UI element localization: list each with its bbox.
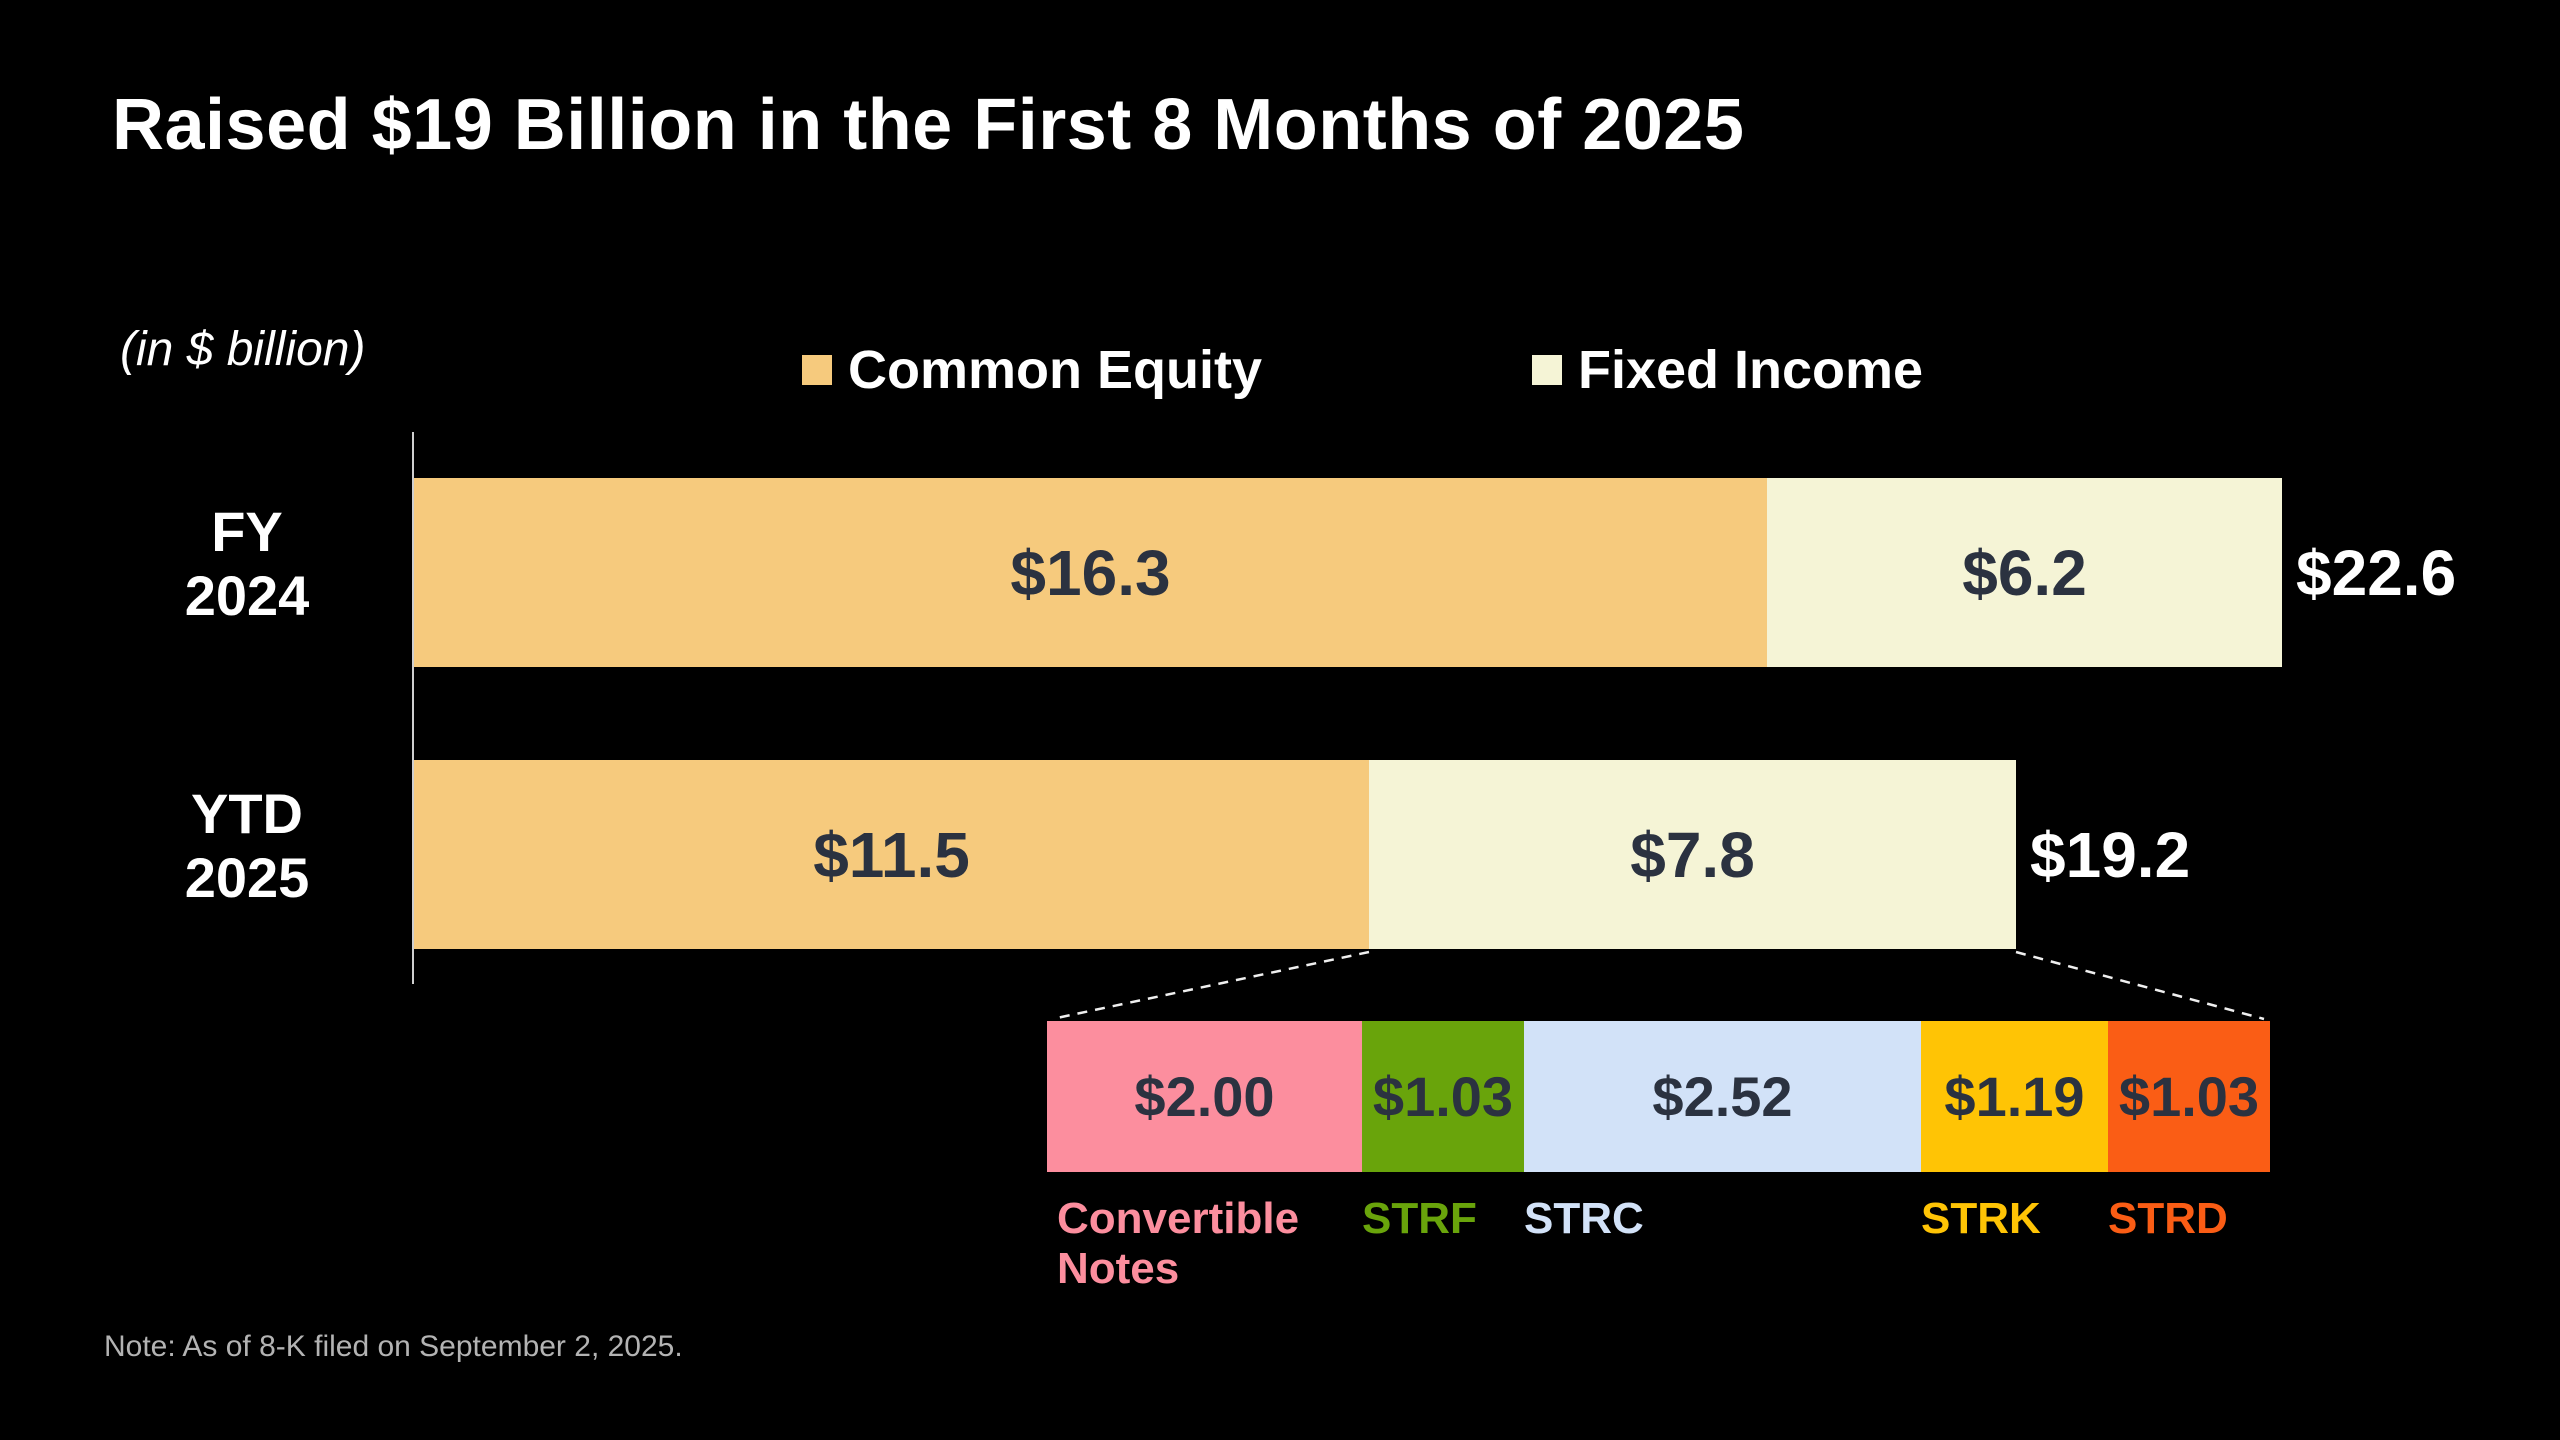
legend-swatch-common-equity [802, 355, 832, 385]
legend-label-common-equity: Common Equity [848, 340, 1262, 400]
breakdown-value-strf: $1.03 [1372, 1065, 1514, 1128]
legend-item-common-equity: Common Equity [802, 340, 1262, 400]
breakdown-segment-strk: $1.19 [1921, 1021, 2108, 1172]
breakdown-label-convertible-notes: Convertible Notes [1057, 1194, 1300, 1293]
breakdown-segment-strd: $1.03 [2108, 1021, 2270, 1172]
breakdown-label-strk: STRK [1921, 1194, 2041, 1243]
breakdown-labels-row: Convertible Notes STRF STRC STRK STRD [1047, 1194, 2270, 1293]
y-axis-line [412, 432, 414, 984]
breakdown-label-strc: STRC [1524, 1194, 1644, 1243]
bar-row-fy-2024: $16.3 $6.2 $22.6 [414, 478, 2456, 667]
breakdown-value-strc: $2.52 [1652, 1065, 1793, 1128]
bar-value-ytd2025-common-equity: $11.5 [813, 818, 970, 891]
units-label: (in $ billion) [120, 323, 366, 376]
legend-swatch-fixed-income [1532, 355, 1562, 385]
bar-value-fy2024-common-equity: $16.3 [1010, 536, 1171, 609]
note-text: Note: As of 8-K filed on September 2, 20… [104, 1330, 683, 1363]
bar-segment-ytd2025-fixed-income: $7.8 [1369, 760, 2016, 949]
breakdown-value-strd: $1.03 [2118, 1065, 2260, 1128]
category-label-fy-2024: FY 2024 [184, 500, 310, 627]
fixed-income-breakdown-bar: $2.00 $1.03 $2.52 $1.19 $1.03 [1047, 1021, 2270, 1172]
legend-label-fixed-income: Fixed Income [1578, 340, 1924, 400]
breakdown-label-strf: STRF [1362, 1194, 1477, 1243]
category-label-ytd-2025: YTD 2025 [184, 782, 310, 909]
bar-segment-fy2024-common-equity: $16.3 [414, 478, 1767, 667]
breakdown-label-strd: STRD [2108, 1194, 2228, 1243]
total-label-fy-2024: $22.6 [2296, 536, 2457, 609]
bar-value-ytd2025-fixed-income: $7.8 [1630, 818, 1755, 891]
breakdown-value-convertible-notes: $2.00 [1134, 1065, 1275, 1128]
bar-segment-ytd2025-common-equity: $11.5 [414, 760, 1369, 949]
breakdown-value-strk: $1.19 [1944, 1065, 2085, 1128]
chart-title: Raised $19 Billion in the First 8 Months… [112, 85, 1745, 165]
legend-item-fixed-income: Fixed Income [1532, 340, 1923, 400]
bar-segment-fy2024-fixed-income: $6.2 [1767, 478, 2282, 667]
breakdown-segment-strf: $1.03 [1362, 1021, 1524, 1172]
bar-row-ytd-2025: $11.5 $7.8 $19.2 [414, 760, 2190, 949]
bar-value-fy2024-fixed-income: $6.2 [1962, 536, 2087, 609]
breakdown-segment-convertible-notes: $2.00 [1047, 1021, 1362, 1172]
breakdown-segment-strc: $2.52 [1524, 1021, 1921, 1172]
total-label-ytd-2025: $19.2 [2030, 818, 2191, 891]
